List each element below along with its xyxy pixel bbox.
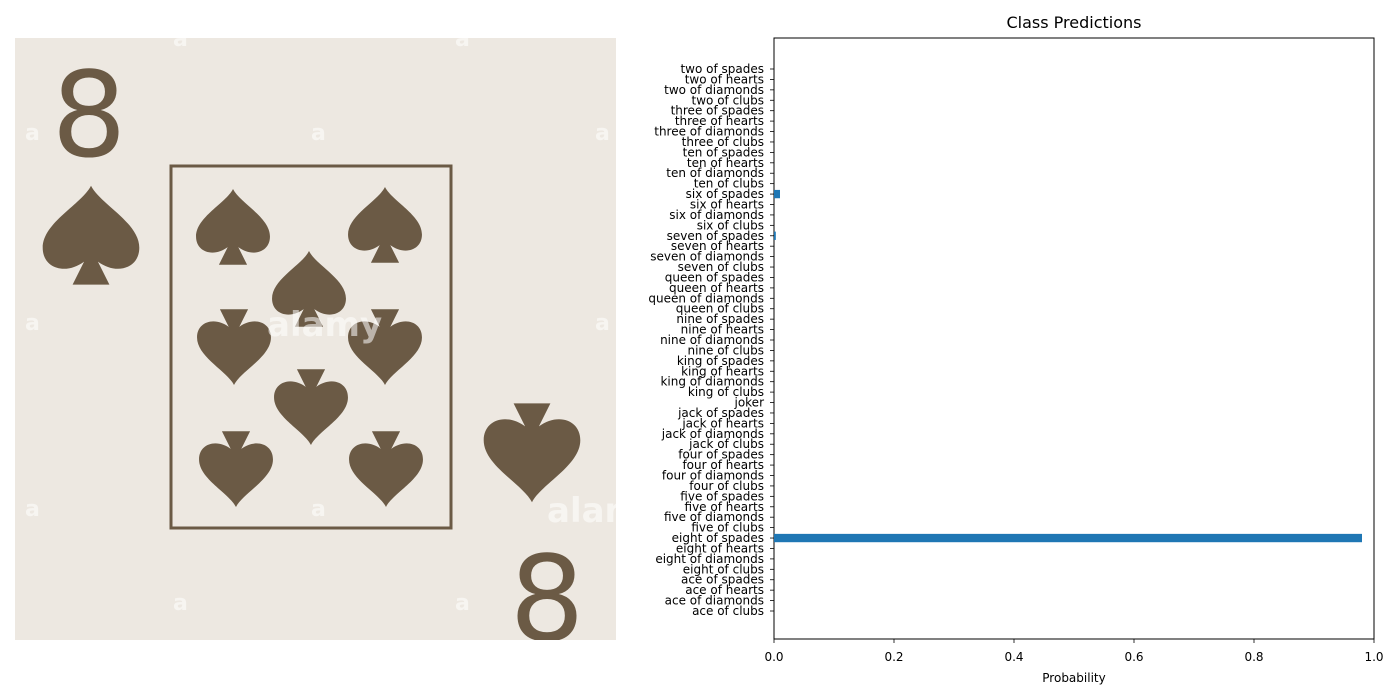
y-tick-label: jack of spades (677, 406, 764, 420)
y-tick-label: queen of spades (665, 270, 764, 284)
y-tick-label: seven of diamonds (650, 250, 764, 264)
y-tick-label: joker (733, 396, 764, 410)
y-tick-label: two of diamonds (664, 83, 764, 97)
card-rank-top: 8 (51, 46, 126, 184)
y-tick-label: king of clubs (688, 385, 764, 399)
y-tick-label: ten of clubs (694, 177, 764, 191)
y-tick-label: five of clubs (691, 521, 764, 535)
y-tick-label: jack of diamonds (661, 427, 764, 441)
y-tick-label: ten of hearts (687, 156, 764, 170)
y-tick-label: nine of hearts (681, 323, 764, 337)
x-tick-label: 0.0 (764, 650, 783, 664)
y-tick-label: ace of clubs (692, 604, 764, 618)
x-axis: 0.0 0.2 0.4 0.6 0.8 1.0 (764, 639, 1384, 664)
y-tick-label: ace of diamonds (665, 594, 764, 608)
watermark-letter: a (25, 497, 40, 522)
x-axis-title: Probability (1042, 671, 1105, 685)
watermark-letter: a (311, 121, 326, 146)
y-tick-label: six of spades (686, 187, 764, 201)
y-tick-label: six of clubs (697, 218, 764, 232)
chart-title: Class Predictions (1007, 13, 1142, 32)
y-tick-label: five of diamonds (664, 510, 764, 524)
y-tick-label: four of spades (678, 448, 764, 462)
y-tick-label: ace of hearts (685, 583, 764, 597)
x-tick-label: 0.4 (1004, 650, 1023, 664)
plot-frame (773, 37, 1375, 640)
bars-layer (774, 189, 1362, 543)
y-tick-label: eight of spades (672, 531, 764, 545)
bar (774, 231, 776, 240)
x-tick-label: 0.6 (1124, 650, 1143, 664)
y-tick-label: queen of hearts (669, 281, 764, 295)
y-tick-label: ten of spades (683, 145, 764, 159)
y-tick-label: three of hearts (675, 114, 764, 128)
x-tick-label: 0.8 (1244, 650, 1263, 664)
y-tick-label: ace of spades (681, 573, 764, 587)
y-tick-label: eight of clubs (683, 562, 764, 576)
card-rank-bottom: 8 (509, 530, 584, 640)
y-tick-label: nine of diamonds (660, 333, 764, 347)
y-tick-label: eight of hearts (676, 541, 764, 555)
y-tick-label: king of hearts (681, 364, 764, 378)
watermark-letter: a (173, 591, 188, 616)
watermark-letter: a (173, 38, 188, 52)
y-tick-label: three of diamonds (654, 125, 764, 139)
watermark-letter: a (25, 121, 40, 146)
watermark-letter: a (311, 497, 326, 522)
y-tick-label: two of spades (680, 62, 764, 76)
bar (774, 189, 780, 199)
watermark-letter: a (25, 311, 40, 336)
y-tick-label: king of diamonds (660, 375, 764, 389)
watermark-letter: a (455, 38, 470, 52)
y-tick-label: five of hearts (685, 500, 764, 514)
y-tick-label: seven of clubs (678, 260, 764, 274)
y-tick-label: ten of diamonds (666, 166, 764, 180)
y-tick-label: seven of hearts (671, 239, 764, 253)
y-tick-label: queen of diamonds (648, 291, 764, 305)
card-image: 8 8 a a a a a a a a a a a alamy alamy (15, 38, 616, 640)
y-tick-label: five of spades (680, 489, 764, 503)
y-tick-label: nine of clubs (687, 343, 764, 357)
watermark-text: alamy (547, 491, 616, 531)
y-tick-label: two of hearts (685, 72, 764, 86)
x-tick-label: 1.0 (1364, 650, 1383, 664)
y-tick-label: four of hearts (682, 458, 764, 472)
y-tick-label: seven of spades (667, 229, 764, 243)
watermark-letter: a (595, 311, 610, 336)
y-tick-label: king of spades (677, 354, 764, 368)
y-tick-label: three of spades (671, 104, 764, 118)
card-background (15, 38, 616, 640)
card-center-frame (169, 164, 453, 530)
watermark-text: alamy (267, 305, 382, 345)
y-tick-label: nine of spades (676, 312, 764, 326)
y-tick-label: three of clubs (682, 135, 764, 149)
y-tick-label: queen of clubs (676, 302, 764, 316)
watermark-letter: a (595, 121, 610, 146)
watermark-letter: a (455, 591, 470, 616)
y-tick-label: jack of clubs (688, 437, 764, 451)
y-tick-label: four of clubs (689, 479, 764, 493)
y-tick-label: eight of diamonds (655, 552, 764, 566)
y-tick-label: jack of hearts (681, 416, 764, 430)
bar (774, 533, 1362, 543)
x-tick-label: 0.2 (884, 650, 903, 664)
y-tick-label: four of diamonds (662, 469, 764, 483)
y-tick-label: two of clubs (692, 93, 764, 107)
y-tick-label: six of hearts (690, 198, 764, 212)
y-tick-label: six of diamonds (669, 208, 764, 222)
